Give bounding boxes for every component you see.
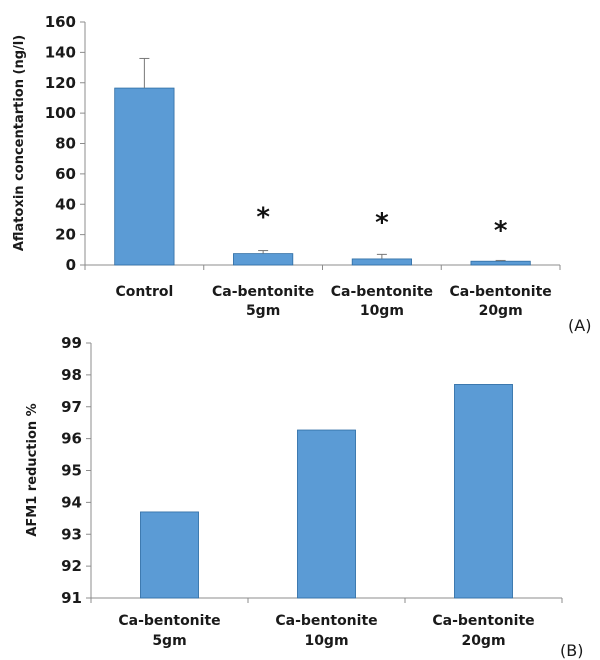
chart-b-category-label: Ca-bentonite	[432, 613, 534, 629]
chart-b: AFM1 reduction % (B) 91 92 93 94 95 96 97 98 99 C…	[25, 334, 583, 660]
chart-a-significance-star: *	[256, 203, 270, 233]
chart-a-category-label: Control	[115, 284, 173, 300]
chart-a-ytick-label: 0	[66, 256, 76, 274]
chart-a-panel-label: (A)	[568, 316, 591, 335]
chart-a-significance-star: *	[375, 208, 389, 238]
chart-a-ylabel: Aflatoxin concentartion (ng/l)	[12, 35, 27, 251]
chart-b-ytick-label: 98	[61, 366, 82, 384]
chart-b-panel-label: (B)	[560, 641, 583, 660]
chart-a-ytick-label: 60	[55, 165, 76, 183]
chart-a-category-label: 5gm	[246, 303, 280, 319]
chart-a-ytick-label: 140	[45, 43, 76, 61]
chart-a: Aflatoxin concentartion (ng/l) (A) 0 20 40…	[12, 13, 591, 335]
chart-b-category-label: 20gm	[461, 633, 505, 649]
chart-a-significance-star: *	[494, 216, 508, 246]
chart-a-ytick-label: 20	[55, 226, 76, 244]
chart-a-bar	[351, 258, 412, 266]
chart-a-category-label: 10gm	[360, 303, 404, 319]
chart-b-category-label: Ca-bentonite	[275, 613, 377, 629]
chart-b-ytick-label: 99	[61, 334, 82, 352]
chart-a-ytick-label: 40	[55, 195, 76, 213]
chart-b-ytick-label: 96	[61, 430, 82, 448]
chart-a-category-label: Ca-bentonite	[212, 284, 314, 300]
chart-a-ytick-label: 100	[45, 104, 76, 122]
chart-a-category-label: Ca-bentonite	[331, 284, 433, 300]
chart-b-category-label: Ca-bentonite	[118, 613, 220, 629]
chart-a-category-label: 20gm	[479, 303, 523, 319]
chart-b-ytick-label: 95	[61, 462, 82, 480]
chart-a-ytick-label: 120	[45, 74, 76, 92]
chart-b-ytick-label: 94	[61, 493, 82, 511]
chart-b-ytick-label: 92	[61, 557, 82, 575]
chart-b-bar	[140, 511, 199, 599]
chart-a-ytick-label: 160	[45, 13, 76, 31]
chart-a-bar	[114, 87, 175, 266]
chart-b-category-label: 5gm	[152, 633, 186, 649]
chart-a-bar	[470, 260, 531, 266]
chart-b-bar	[297, 429, 356, 599]
chart-a-ytick-label: 80	[55, 135, 76, 153]
chart-b-ytick-label: 97	[61, 398, 82, 416]
chart-b-ylabel: AFM1 reduction %	[25, 403, 40, 536]
chart-a-category-label: Ca-bentonite	[449, 284, 551, 300]
chart-a-bar	[233, 253, 294, 266]
chart-b-ytick-label: 91	[61, 589, 82, 607]
chart-b-category-label: 10gm	[304, 633, 348, 649]
chart-b-ytick-label: 93	[61, 525, 82, 543]
chart-b-bar	[454, 384, 513, 599]
